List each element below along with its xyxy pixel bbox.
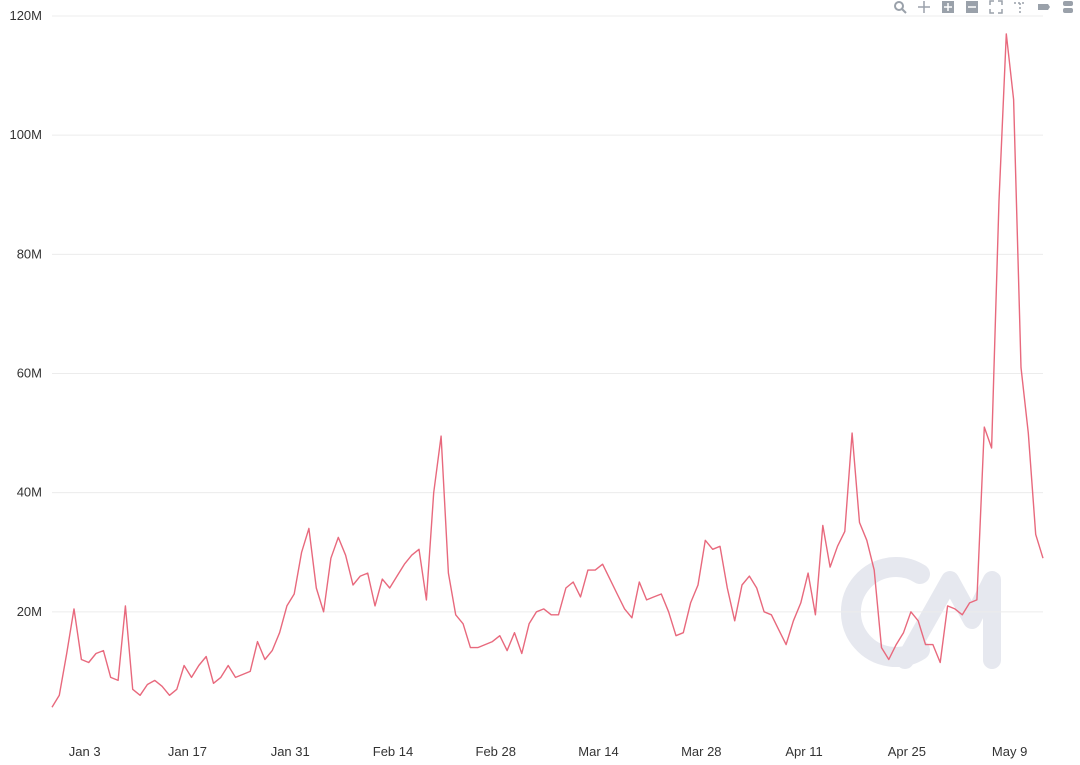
- x-tick-label: Mar 14: [578, 744, 618, 759]
- y-tick-label: 80M: [17, 246, 42, 261]
- x-tick-label: Mar 28: [681, 744, 721, 759]
- series-group: [51, 33, 1044, 708]
- more-icon[interactable]: [1060, 0, 1076, 14]
- zoom-out-icon[interactable]: [964, 0, 980, 14]
- watermark-logo: [840, 557, 1001, 669]
- y-axis: 20M 40M 60M 80M 100M 120M: [9, 8, 42, 619]
- y-tick-label: 40M: [17, 485, 42, 500]
- zoom-icon[interactable]: [892, 0, 908, 14]
- y-tick-label: 100M: [9, 127, 42, 142]
- y-tick-label: 120M: [9, 8, 42, 23]
- spike-icon[interactable]: [1012, 0, 1028, 14]
- x-tick-label: Jan 3: [69, 744, 101, 759]
- x-tick-label: Jan 31: [271, 744, 310, 759]
- pan-icon[interactable]: [916, 0, 932, 14]
- series-line[interactable]: [51, 33, 1044, 708]
- x-tick-label: Jan 17: [168, 744, 207, 759]
- x-tick-label: Apr 25: [888, 744, 926, 759]
- x-tick-label: Feb 14: [373, 744, 413, 759]
- x-tick-label: Feb 28: [476, 744, 516, 759]
- y-tick-label: 60M: [17, 366, 42, 381]
- chart-toolbar: [892, 0, 1080, 14]
- x-axis: Jan 3 Jan 17 Jan 31 Feb 14 Feb 28 Mar 14 Mar 2…: [69, 744, 1028, 759]
- autoscale-icon[interactable]: [988, 0, 1004, 14]
- zoom-in-icon[interactable]: [940, 0, 956, 14]
- y-tick-label: 20M: [17, 604, 42, 619]
- hover-icon[interactable]: [1036, 0, 1052, 14]
- x-tick-label: May 9: [992, 744, 1027, 759]
- gridlines: [52, 15, 1043, 613]
- x-tick-label: Apr 11: [785, 744, 822, 759]
